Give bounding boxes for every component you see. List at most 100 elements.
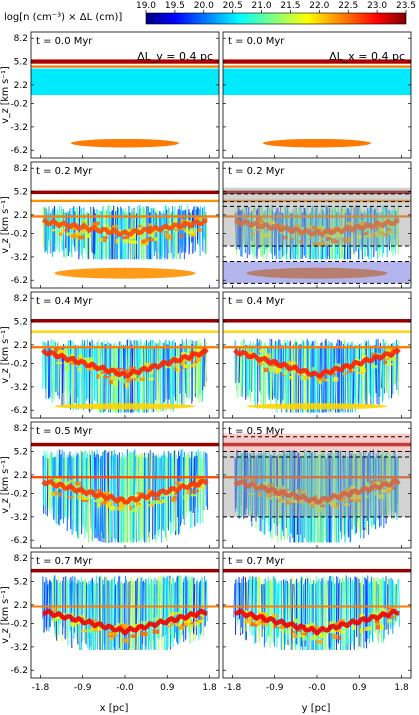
emission-streak [153, 342, 156, 404]
emission-cell [258, 611, 265, 616]
emission-cell [256, 219, 264, 224]
emission-streak [317, 213, 320, 260]
y-tick-label: -3.2 [10, 513, 28, 523]
emission-cell [273, 624, 278, 629]
emission-cell [136, 378, 141, 382]
y-tick-label: 2.2 [14, 471, 28, 481]
emission-cell [178, 610, 183, 615]
emission-cell [266, 366, 273, 372]
clump-lens [70, 138, 180, 148]
emission-cell [175, 228, 179, 231]
colorbar-tick-label: 21.5 [280, 1, 300, 11]
emission-cell [109, 636, 114, 641]
x-tick-label: 0.9 [352, 683, 367, 693]
emission-cell [300, 492, 307, 495]
emission-cell [163, 228, 169, 232]
time-label: t = 0.0 Myr [228, 36, 285, 47]
emission-streak [94, 584, 96, 651]
emission-cell [137, 224, 143, 228]
emission-cell [359, 628, 364, 633]
emission-cell [263, 482, 267, 486]
emission-cell [301, 490, 308, 493]
emission-cell [129, 240, 136, 244]
emission-cell [170, 620, 175, 626]
emission-streak [68, 339, 71, 408]
velocity-range-shade [223, 261, 411, 284]
emission-streak [115, 211, 117, 260]
y-tick-label: -3.2 [10, 123, 28, 133]
emission-streak [47, 340, 50, 399]
emission-cell [157, 493, 165, 497]
emission-streak [137, 576, 140, 651]
emission-streak [292, 340, 295, 413]
emission-cell [359, 364, 365, 370]
emission-cell [283, 370, 289, 376]
emission-cell [375, 226, 380, 230]
emission-cell [70, 622, 76, 627]
emission-streak [152, 340, 154, 411]
emission-cell [139, 364, 144, 368]
emission-cell [250, 478, 256, 482]
emission-cell [333, 240, 338, 244]
emission-cell [61, 482, 68, 486]
colorbar-tick-label: 21.0 [252, 1, 272, 11]
emission-cell [137, 504, 142, 508]
emission-streak [334, 583, 337, 644]
emission-cell [179, 234, 185, 238]
emission-cell [150, 500, 158, 504]
y-tick-label: -6.2 [10, 666, 28, 676]
time-label: t = 0.0 Myr [36, 36, 93, 47]
emission-cell [101, 370, 106, 374]
emission-streak [242, 576, 245, 634]
emission-cell [187, 219, 191, 223]
emission-cell [257, 362, 264, 366]
emission-streak [46, 584, 49, 631]
velocity-band [223, 442, 411, 447]
x-tick-label: -0.0 [308, 683, 326, 693]
emission-streak [185, 576, 187, 640]
emission-cell [196, 357, 201, 362]
emission-streak [146, 582, 149, 647]
emission-streak [166, 344, 169, 408]
bottom-shell [246, 403, 388, 410]
emission-cell [310, 635, 317, 641]
y-axis-label: v_z [km s⁻¹] [0, 66, 11, 123]
emission-cell [127, 228, 135, 233]
emission-cell [376, 621, 380, 626]
emission-cell [287, 360, 291, 366]
emission-streak [191, 451, 194, 528]
emission-cell [148, 504, 155, 507]
emission-streak [88, 342, 91, 411]
emission-cell [53, 609, 57, 612]
y-tick-label: 5.2 [14, 578, 28, 588]
emission-cell [359, 219, 364, 223]
emission-cell [70, 234, 78, 238]
emission-cell [334, 505, 339, 509]
panel-grid: t = 0.0 Myr ΔL_y = 0.4 pc 8.2 5.2 2.2 -0.2 -3.… [10, 31, 412, 693]
emission-streak [167, 581, 170, 648]
velocity-band [223, 605, 411, 608]
emission-streak [183, 341, 186, 408]
emission-cell [161, 499, 166, 503]
emission-cell [148, 225, 152, 229]
dense-ridge [41, 478, 209, 505]
emission-streak [308, 451, 311, 542]
emission-streak [254, 207, 256, 246]
emission-cell [152, 617, 159, 621]
emission-cell [166, 234, 173, 240]
x-tick-label: -0.9 [74, 683, 92, 693]
emission-streak [377, 338, 380, 406]
emission-cell [129, 505, 133, 511]
emission-cell [287, 626, 293, 629]
emission-cell [190, 489, 195, 493]
emission-streak [378, 456, 381, 528]
emission-cell [244, 619, 252, 624]
emission-cell [266, 492, 272, 498]
velocity-band [223, 476, 411, 479]
emission-cell [350, 496, 355, 500]
emission-cell [197, 227, 202, 233]
y-axis-label: v_z [km s⁻¹] [0, 586, 11, 643]
emission-cell [330, 629, 337, 633]
emission-cell [180, 360, 186, 366]
